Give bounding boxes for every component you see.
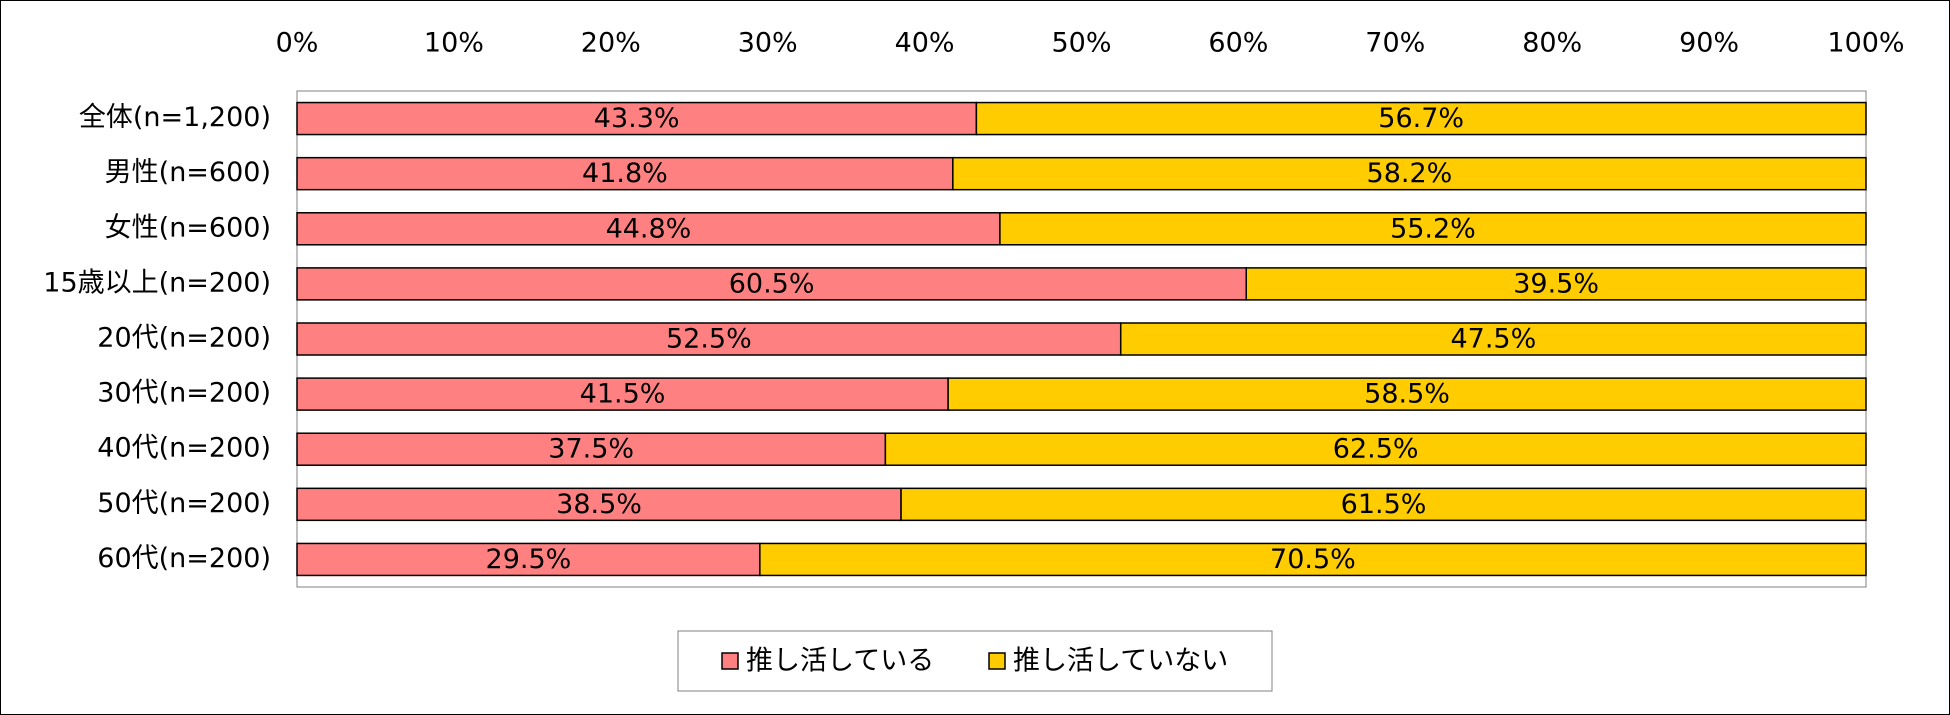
bar-segment-oshikatsu [296,377,949,411]
category-label: 男性(n=600) [105,157,271,188]
data-label: 60.5% [729,268,815,299]
bar-row: 52.5% 47.5% [296,322,1867,356]
data-label: 52.5% [666,324,752,355]
data-label: 38.5% [556,489,642,520]
x-tick-label: 80% [1522,28,1582,59]
x-tick-label: 50% [1051,28,1111,59]
data-label: 37.5% [548,434,634,465]
data-label: 58.2% [1367,158,1453,189]
data-label: 61.5% [1341,489,1427,520]
data-label: 44.8% [606,213,692,244]
category-label: 40代(n=200) [97,433,271,464]
data-label: 47.5% [1450,324,1536,355]
legend-label: 推し活していない [1013,646,1228,677]
x-tick-label: 60% [1208,28,1268,59]
x-tick-label: 20% [581,28,641,59]
data-label: 56.7% [1378,103,1464,134]
bar-segment-not-oshikatsu [975,101,1867,136]
bar-row: 44.8% 55.2% [296,212,1867,246]
data-label: 43.3% [594,103,680,134]
data-label: 29.5% [486,544,572,575]
data-label: 41.5% [580,379,666,410]
bar-segment-not-oshikatsu [884,432,1867,466]
bar-segment-oshikatsu [296,212,1001,246]
data-label: 41.8% [582,158,668,189]
bar-row: 60.5% 39.5% [296,267,1867,301]
category-label: 30代(n=200) [97,378,271,409]
data-label: 58.5% [1364,379,1450,410]
category-label: 60代(n=200) [97,543,271,574]
data-label: 70.5% [1270,544,1356,575]
x-axis-ticks: 0% 10% 20% 30% 40% 50% 60% 70% 80% 90% 100% [276,28,1905,59]
legend: 推し活している 推し活していない [677,630,1273,692]
legend-box [677,630,1273,692]
category-labels: 全体(n=1,200) 男性(n=600) 女性(n=600) 15歳以上(n=200… [43,102,271,574]
category-label: 15歳以上(n=200) [43,267,271,298]
category-label: 50代(n=200) [97,488,271,519]
bar-segment-oshikatsu [296,101,978,136]
bar-segment-not-oshikatsu [947,377,1867,411]
bar-segment-oshikatsu [296,542,761,577]
x-tick-label: 90% [1679,28,1739,59]
bar-row: 29.5% 70.5% [296,542,1867,577]
bar-segment-oshikatsu [296,267,1247,301]
x-tick-label: 100% [1827,28,1904,59]
data-label: 39.5% [1513,268,1599,299]
x-tick-label: 70% [1365,28,1425,59]
data-label: 62.5% [1333,434,1419,465]
legend-swatch [721,652,739,670]
bar-segment-not-oshikatsu [759,542,1867,577]
bar-segment-oshikatsu [296,322,1122,356]
bar-segment-not-oshikatsu [999,212,1867,246]
x-tick-label: 30% [738,28,798,59]
legend-label: 推し活している [746,646,934,677]
data-label: 55.2% [1390,213,1476,244]
x-tick-label: 40% [895,28,955,59]
category-label: 20代(n=200) [97,323,271,354]
bar-segment-not-oshikatsu [1119,322,1867,356]
bar-row: 41.8% 58.2% [296,156,1867,191]
x-tick-label: 10% [424,28,484,59]
bar-segment-oshikatsu [296,487,902,522]
bars: 43.3% 56.7% 41.8% 58.2% 44.8% 55.2% 60.5% 39.5%… [296,101,1867,577]
bar-row: 37.5% 62.5% [296,432,1867,466]
x-tick-label: 0% [276,28,319,59]
bar-segment-not-oshikatsu [1245,267,1867,301]
bar-row: 38.5% 61.5% [296,487,1867,522]
bar-segment-oshikatsu [296,432,887,466]
category-label: 全体(n=1,200) [79,102,271,133]
bar-row: 43.3% 56.7% [296,101,1867,136]
legend-swatch [988,652,1006,670]
category-label: 女性(n=600) [105,212,271,243]
bar-segment-not-oshikatsu [952,156,1867,191]
bar-row: 41.5% 58.5% [296,377,1867,411]
bar-segment-not-oshikatsu [900,487,1867,522]
